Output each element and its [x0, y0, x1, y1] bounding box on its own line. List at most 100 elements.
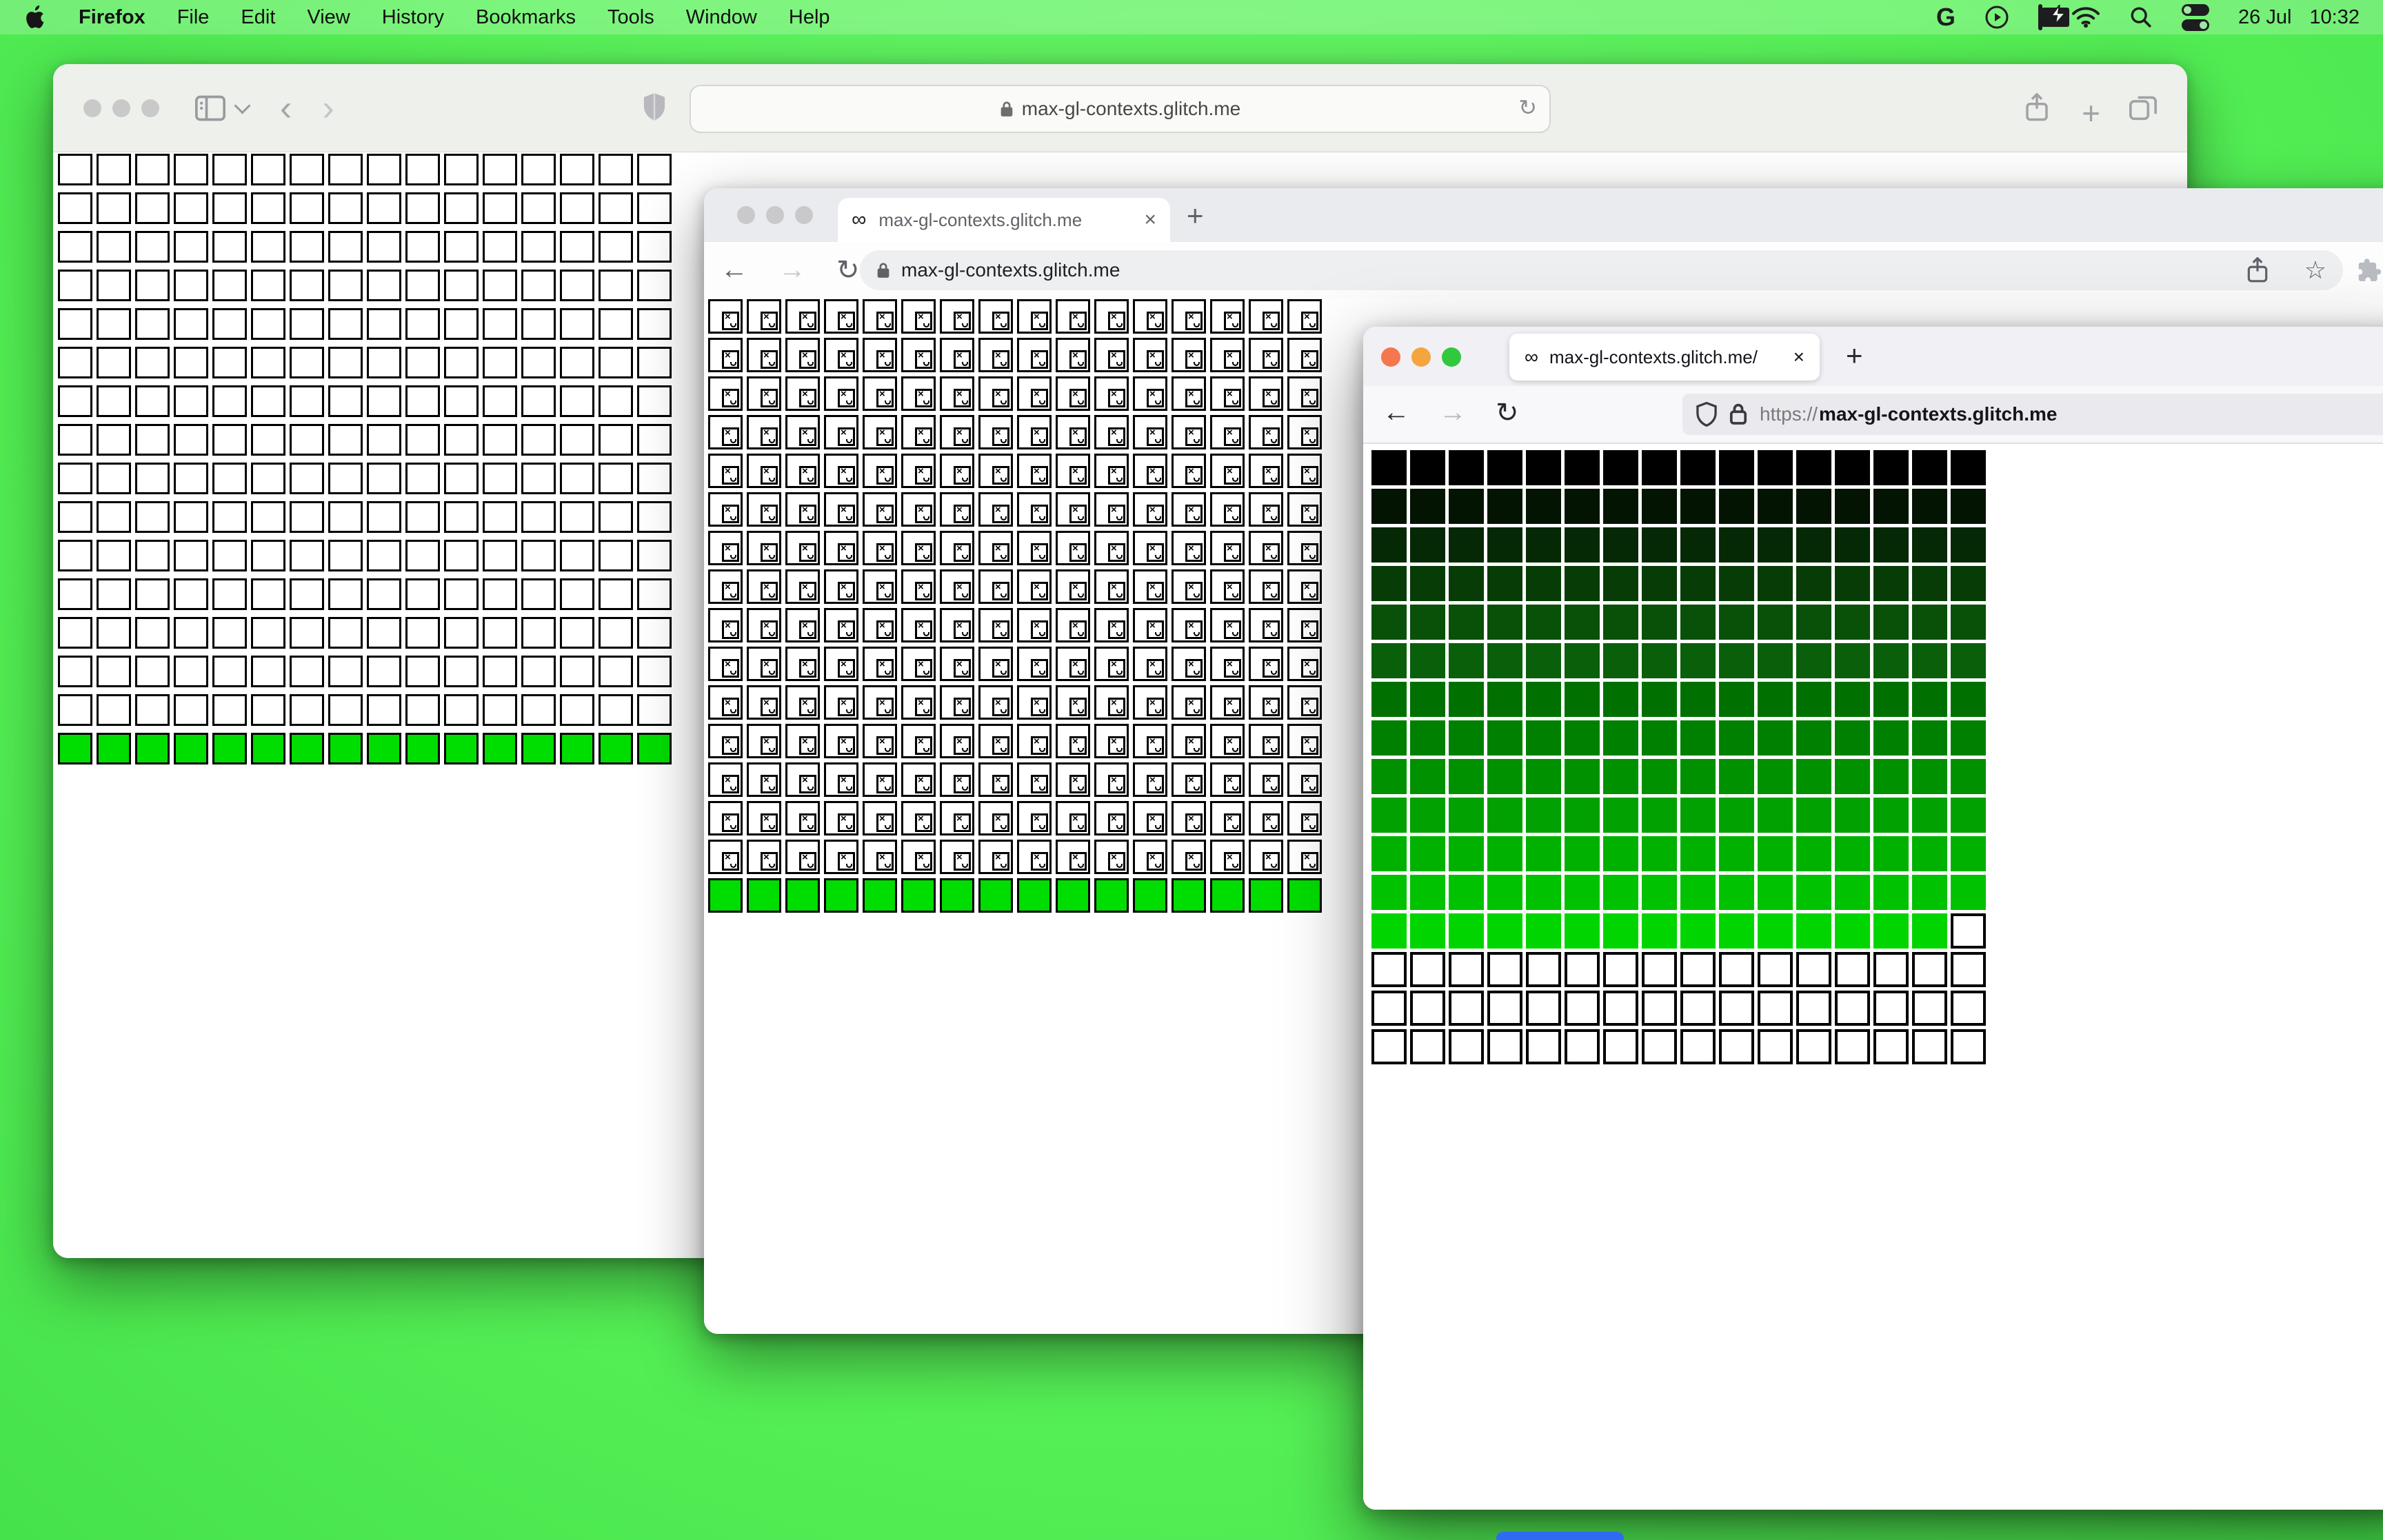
menu-date[interactable]: 26 Jul: [2238, 6, 2292, 28]
dock-sliver[interactable]: [1496, 1532, 1624, 1540]
chevron-down-icon[interactable]: [234, 97, 251, 114]
tracking-shield-icon[interactable]: [1696, 402, 1717, 427]
google-icon[interactable]: G: [1936, 3, 1956, 31]
broken-image-icon: ×: [1301, 813, 1318, 832]
canvas-cell: [58, 656, 92, 687]
wifi-icon[interactable]: [2071, 6, 2100, 28]
canvas-cell: [328, 231, 363, 263]
broken-image-icon: ×: [992, 311, 1009, 330]
broken-image-icon: ×: [954, 851, 971, 871]
canvas-cell: [1912, 527, 1947, 563]
zoom-button[interactable]: [795, 206, 813, 224]
menu-item-file[interactable]: File: [177, 6, 210, 28]
broken-image-icon: ×: [1108, 774, 1125, 793]
canvas-cell: [1487, 605, 1522, 640]
minimize-button[interactable]: [766, 206, 784, 224]
broken-image-icon: ×: [992, 465, 1009, 485]
canvas-cell: [1642, 527, 1677, 563]
sidebar-icon[interactable]: [195, 95, 225, 121]
menu-item-bookmarks[interactable]: Bookmarks: [475, 6, 576, 28]
back-icon[interactable]: ←: [1382, 397, 1410, 427]
new-tab-icon[interactable]: +: [2082, 95, 2100, 131]
broken-image-icon: ×: [1031, 736, 1048, 755]
battery-charging-icon[interactable]: [2038, 3, 2070, 30]
canvas-cell: [405, 733, 440, 764]
menu-item-history[interactable]: History: [381, 6, 444, 28]
tab-title: max-gl-contexts.glitch.me/: [1549, 346, 1758, 367]
canvas-cell: [328, 424, 363, 456]
menu-item-window[interactable]: Window: [685, 6, 757, 28]
canvas-cell: [251, 424, 285, 456]
menu-app-name[interactable]: Firefox: [79, 6, 145, 28]
firefox-url-bar[interactable]: https:// max-gl-contexts.glitch.me: [1682, 394, 2383, 435]
broken-image-icon: ×: [1301, 774, 1318, 793]
broken-image-icon: ×: [1301, 543, 1318, 562]
forward-icon[interactable]: ›: [322, 88, 334, 128]
canvas-cell: [444, 424, 479, 456]
bookmark-star-icon[interactable]: ☆: [2304, 256, 2326, 284]
canvas-cell: [1873, 1029, 1909, 1064]
broken-image-cell: ×: [1056, 569, 1090, 604]
zoom-button[interactable]: [141, 99, 159, 117]
menu-item-edit[interactable]: Edit: [241, 6, 276, 28]
close-button[interactable]: [1381, 347, 1400, 367]
tab-close-icon[interactable]: ×: [1793, 346, 1804, 367]
broken-image-icon: ×: [1147, 620, 1164, 639]
apple-menu-icon[interactable]: [23, 3, 47, 31]
broken-image-cell: ×: [1287, 376, 1322, 411]
firefox-active-tab[interactable]: ∞ max-gl-contexts.glitch.me/ ×: [1509, 334, 1820, 381]
menu-item-tools[interactable]: Tools: [607, 6, 654, 28]
canvas-cell: [1410, 952, 1445, 987]
broken-image-cell: ×: [1094, 608, 1129, 642]
broken-image-cell: ×: [1133, 840, 1167, 874]
minimize-button[interactable]: [1411, 347, 1431, 367]
close-button[interactable]: [737, 206, 755, 224]
broken-image-cell: ×: [1017, 801, 1052, 835]
back-icon[interactable]: ←: [721, 254, 748, 285]
broken-image-icon: ×: [838, 851, 855, 871]
reload-icon[interactable]: ↻: [1496, 398, 1519, 428]
canvas-cell: [1951, 527, 1986, 563]
canvas-cell: [1835, 798, 1870, 833]
broken-image-icon: ×: [799, 697, 816, 716]
canvas-cell: [135, 154, 170, 185]
control-center-icon[interactable]: [2182, 3, 2210, 31]
new-tab-button[interactable]: +: [1187, 199, 1204, 232]
tab-close-icon[interactable]: ×: [1144, 208, 1156, 231]
play-circle-icon[interactable]: [1984, 5, 2009, 30]
infinity-favicon: ∞: [1525, 346, 1538, 367]
chrome-active-tab[interactable]: ∞ max-gl-contexts.glitch.me ×: [838, 198, 1170, 242]
reload-icon[interactable]: ↻: [836, 255, 860, 285]
search-icon[interactable]: [2129, 6, 2153, 29]
broken-image-icon: ×: [1031, 388, 1048, 407]
broken-image-icon: ×: [876, 658, 894, 678]
chrome-url-bar[interactable]: max-gl-contexts.glitch.me ☆: [860, 250, 2343, 290]
menu-item-view[interactable]: View: [307, 6, 350, 28]
canvas-cell: [444, 501, 479, 533]
firefox-title-bar: ∞ max-gl-contexts.glitch.me/ × +: [1363, 327, 2383, 386]
zoom-button[interactable]: [1442, 347, 1461, 367]
canvas-cell: [637, 192, 672, 224]
canvas-cell: [1796, 489, 1831, 524]
canvas-cell: [97, 154, 131, 185]
tabs-overview-icon[interactable]: [2129, 94, 2157, 121]
broken-image-icon: ×: [876, 851, 894, 871]
minimize-button[interactable]: [112, 99, 130, 117]
broken-image-cell: ×: [1094, 299, 1129, 334]
close-button[interactable]: [83, 99, 101, 117]
canvas-cell: [1371, 836, 1407, 871]
broken-image-icon: ×: [954, 620, 971, 639]
menu-item-help[interactable]: Help: [788, 6, 830, 28]
safari-url-field[interactable]: max-gl-contexts.glitch.me ↻: [690, 85, 1551, 133]
menu-time[interactable]: 10:32: [2309, 6, 2360, 28]
share-icon[interactable]: [2246, 257, 2269, 283]
back-icon[interactable]: ‹: [280, 88, 292, 128]
canvas-cell: [560, 385, 594, 417]
share-icon[interactable]: [2024, 93, 2049, 122]
canvas-cell: [483, 501, 517, 533]
broken-image-cell: ×: [1056, 415, 1090, 449]
reload-icon[interactable]: ↻: [1518, 95, 1537, 120]
extensions-puzzle-icon[interactable]: [2355, 257, 2382, 283]
lock-icon[interactable]: [1729, 403, 1747, 426]
new-tab-button[interactable]: +: [1846, 339, 1863, 372]
